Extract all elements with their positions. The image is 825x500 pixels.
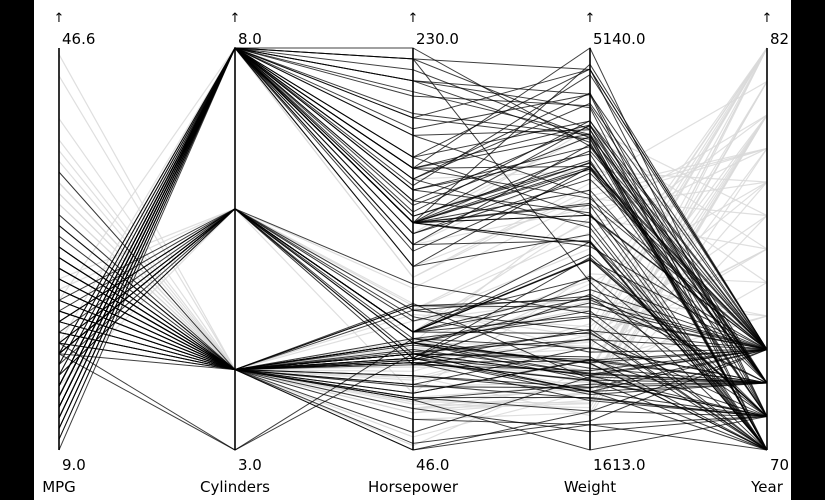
axis-max-label: 5140.0 bbox=[593, 30, 646, 48]
axis-min-label: 70 bbox=[770, 456, 789, 474]
axis-min-label: 9.0 bbox=[62, 456, 86, 474]
axis-min-label: 3.0 bbox=[238, 456, 262, 474]
up-arrow-icon[interactable]: ↑ bbox=[54, 11, 65, 26]
up-arrow-icon[interactable]: ↑ bbox=[585, 11, 596, 26]
axes: ↑ 46.6 9.0 MPG ↑ 8.0 3.0 Cylinders ↑ 230.0 46.0 Hor… bbox=[42, 11, 789, 496]
axis-name-label: MPG bbox=[42, 478, 76, 496]
axis-name-label: Year bbox=[750, 478, 784, 496]
axis-max-label: 8.0 bbox=[238, 30, 262, 48]
axis-cylinders[interactable]: ↑ 8.0 3.0 Cylinders bbox=[200, 11, 270, 496]
axis-max-label: 82 bbox=[770, 30, 789, 48]
axis-weight[interactable]: ↑ 5140.0 1613.0 Weight bbox=[564, 11, 646, 496]
up-arrow-icon[interactable]: ↑ bbox=[762, 11, 773, 26]
axis-max-label: 46.6 bbox=[62, 30, 95, 48]
axis-max-label: 230.0 bbox=[416, 30, 459, 48]
axis-name-label: Weight bbox=[564, 478, 616, 496]
up-arrow-icon[interactable]: ↑ bbox=[230, 11, 241, 26]
axis-min-label: 46.0 bbox=[416, 456, 449, 474]
axis-mpg[interactable]: ↑ 46.6 9.0 MPG bbox=[42, 11, 95, 496]
axis-name-label: Horsepower bbox=[368, 478, 459, 496]
axis-horsepower[interactable]: ↑ 230.0 46.0 Horsepower bbox=[368, 11, 459, 496]
axis-name-label: Cylinders bbox=[200, 478, 270, 496]
up-arrow-icon[interactable]: ↑ bbox=[408, 11, 419, 26]
axis-year[interactable]: ↑ 82 70 Year bbox=[750, 11, 789, 496]
axis-min-label: 1613.0 bbox=[593, 456, 646, 474]
